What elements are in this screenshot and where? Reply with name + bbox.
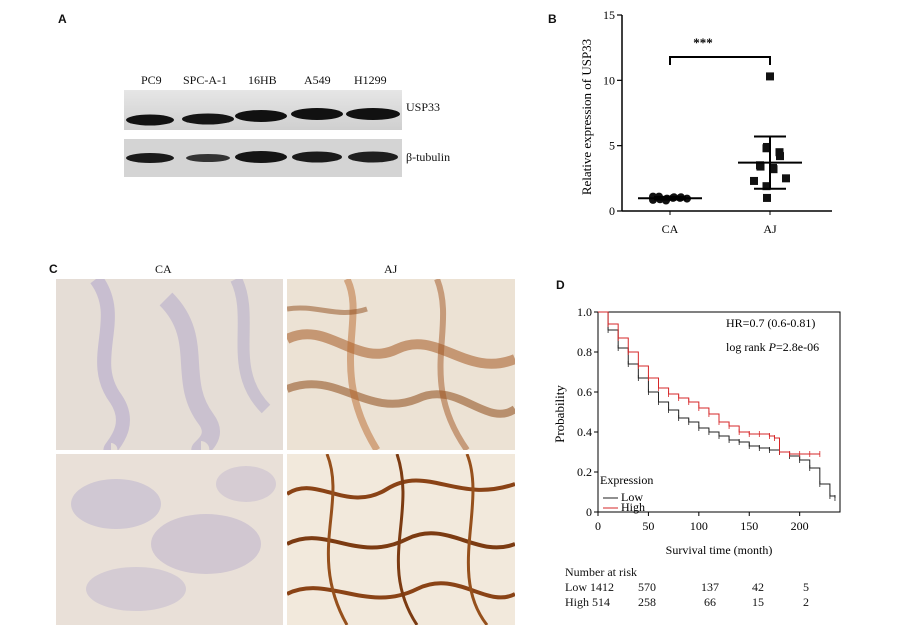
panel-a-letter: A	[58, 12, 67, 26]
significance-bracket	[669, 56, 771, 65]
legend-entry-high: High	[621, 500, 645, 514]
kaplan-meier-chart: 0 0.2 0.4 0.6 0.8 1.0 0 50 100 150 200 Probability…	[552, 305, 841, 557]
y-tick-label: 0.6	[577, 385, 592, 399]
aj-data-point	[763, 142, 771, 151]
aj-data-point	[763, 193, 771, 202]
risk-row-high-value: 15	[752, 595, 764, 609]
lane-label-spc-a-1: SPC-A-1	[183, 73, 228, 87]
x-tick-label: CA	[662, 222, 679, 236]
risk-row-low-value: 137	[701, 580, 719, 594]
aj-data-point	[766, 72, 774, 81]
plot-frame	[597, 311, 841, 513]
y-tick-label: 15	[603, 8, 615, 22]
risk-row-high-value: 66	[704, 595, 716, 609]
chart-b-axes: 0 5 10 15 CA AJ	[603, 8, 832, 236]
panel-b-letter: B	[548, 12, 557, 26]
aj-data-point	[756, 162, 765, 171]
risk-row-low-value: 570	[638, 580, 656, 594]
ihc-image-aj-top	[287, 279, 515, 450]
lane-label-h1299: H1299	[354, 73, 387, 87]
x-tick-label: 50	[642, 519, 654, 533]
legend-entry-low: Low	[621, 490, 643, 504]
aj-data-point	[762, 182, 771, 191]
y-tick-label: 10	[603, 73, 615, 87]
chart-b-y-axis-label: Relative expression of USP33	[579, 39, 594, 195]
significance-marker: ***	[693, 35, 713, 50]
logrank-text: log rank P=2.8e-06	[726, 340, 819, 354]
lane-label-pc9: PC9	[141, 73, 162, 87]
x-tick-label: 200	[791, 519, 809, 533]
x-tick-label: 150	[740, 519, 758, 533]
x-tick-label: AJ	[763, 222, 777, 236]
legend-title: Expression	[600, 473, 653, 487]
ihc-column-label-aj: AJ	[384, 262, 398, 276]
y-tick-label: 0.4	[577, 425, 592, 439]
blot-label-usp33: USP33	[406, 100, 441, 114]
ihc-image-ca-top	[56, 279, 283, 450]
y-tick-label: 0.2	[577, 465, 592, 479]
x-tick-label: 0	[595, 519, 601, 533]
aj-data-point	[769, 165, 778, 174]
chart-d-marks	[598, 311, 836, 501]
ihc-column-label-ca: CA	[155, 262, 172, 276]
blot-label-beta-tubulin: β-tubulin	[406, 150, 451, 164]
hazard-ratio-text: HR=0.7 (0.6-0.81)	[726, 316, 815, 330]
y-tick-label: 0.8	[577, 345, 592, 359]
y-tick-label: 0	[609, 204, 615, 218]
panel-d-letter: D	[556, 278, 565, 292]
y-tick-label: 0	[586, 505, 592, 519]
risk-row-low-value: 5	[803, 580, 809, 594]
risk-table-header: Number at risk	[565, 565, 637, 579]
risk-row-low-label: Low 1412	[565, 580, 614, 594]
usp33-blot-image	[124, 90, 402, 130]
beta-tubulin-blot-image	[124, 139, 402, 177]
chart-b-marks	[638, 72, 802, 205]
risk-row-high-value: 2	[803, 595, 809, 609]
aj-data-point	[750, 176, 758, 185]
x-tick-label: 100	[690, 519, 708, 533]
risk-row-high-label: High 514	[565, 595, 610, 609]
chart-d-x-axis-label: Survival time (month)	[666, 543, 773, 557]
aj-data-point	[782, 174, 790, 183]
chart-d-axes: 0 0.2 0.4 0.6 0.8 1.0 0 50 100 150 200	[577, 305, 841, 533]
ihc-image-aj-bottom	[287, 454, 515, 625]
chart-d-y-axis-label: Probability	[552, 385, 567, 443]
aj-data-point	[776, 152, 784, 161]
panel-c-letter: C	[49, 262, 58, 276]
lane-label-16hb: 16HB	[248, 73, 277, 87]
y-tick-label: 1.0	[577, 305, 592, 319]
y-tick-label: 5	[609, 139, 615, 153]
ihc-image-ca-bottom	[56, 454, 283, 625]
risk-row-low-value: 42	[752, 580, 764, 594]
lane-label-a549: A549	[304, 73, 331, 87]
risk-row-high-value: 258	[638, 595, 656, 609]
